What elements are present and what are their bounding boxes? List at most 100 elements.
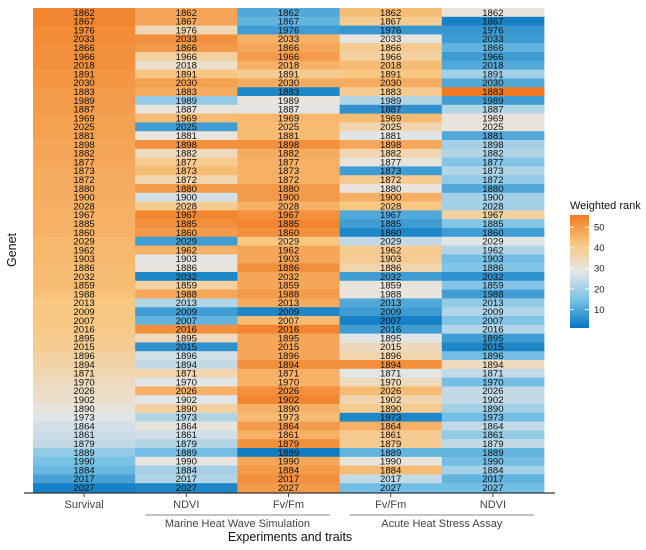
heatmap-cell bbox=[441, 192, 545, 202]
heatmap-cell bbox=[339, 60, 443, 70]
genet-label: 1871 bbox=[482, 369, 503, 380]
heatmap-cell bbox=[33, 351, 136, 361]
genet-label: 2017 bbox=[380, 474, 401, 485]
heatmap-cell bbox=[135, 210, 238, 220]
heatmap-cell bbox=[135, 122, 238, 132]
heatmap-cell bbox=[33, 228, 136, 238]
genet-label: 2026 bbox=[380, 386, 401, 397]
heatmap-cell bbox=[33, 78, 136, 88]
heatmap-cell bbox=[33, 69, 136, 79]
heatmap-cell bbox=[135, 148, 238, 158]
genet-label: 1860 bbox=[176, 228, 197, 239]
heatmap-cell bbox=[33, 210, 136, 220]
genet-label: 2016 bbox=[176, 325, 197, 336]
heatmap-cell bbox=[339, 368, 443, 378]
heatmap-cell bbox=[135, 448, 238, 458]
genet-label: 1881 bbox=[482, 131, 503, 142]
genet-label: 1966 bbox=[176, 52, 197, 63]
heatmap-cell bbox=[339, 175, 443, 185]
heatmap-cell bbox=[135, 34, 238, 44]
genet-label: 2007 bbox=[278, 316, 299, 327]
heatmap-cell bbox=[33, 280, 136, 290]
heatmap-cell bbox=[33, 148, 136, 158]
heatmap-cell bbox=[135, 175, 238, 185]
genet-label: 1883 bbox=[380, 87, 401, 98]
heatmap-cell bbox=[441, 342, 545, 352]
heatmap-cell bbox=[339, 210, 443, 220]
genet-label: 1903 bbox=[380, 254, 401, 265]
genet-label: 1976 bbox=[482, 25, 503, 36]
heatmap-cell bbox=[237, 52, 340, 62]
genet-label: 1903 bbox=[278, 254, 299, 265]
genet-label: 1879 bbox=[73, 439, 94, 450]
genet-label: 2027 bbox=[73, 483, 94, 494]
heatmap-cell bbox=[33, 52, 136, 62]
genet-label: 2027 bbox=[482, 483, 503, 494]
genet-label: 2033 bbox=[278, 34, 299, 45]
heatmap-cell bbox=[237, 386, 340, 396]
x-tick-label: Survival bbox=[65, 499, 104, 511]
genet-label: 2029 bbox=[482, 237, 503, 248]
heatmap-cell bbox=[33, 131, 136, 141]
heatmap-cell bbox=[135, 395, 238, 405]
heatmap-cell bbox=[135, 280, 238, 290]
heatmap-cells bbox=[33, 8, 545, 493]
genet-label: 1867 bbox=[73, 17, 94, 28]
genet-label: 1871 bbox=[380, 369, 401, 380]
genet-label: 1891 bbox=[482, 69, 503, 80]
genet-label: 1898 bbox=[278, 140, 299, 151]
genet-label: 2007 bbox=[482, 316, 503, 327]
heatmap-cell bbox=[237, 333, 340, 343]
genet-label: 1891 bbox=[380, 69, 401, 80]
heatmap-cell bbox=[441, 122, 545, 132]
genet-label: 1902 bbox=[73, 395, 94, 406]
heatmap-cell bbox=[441, 448, 545, 458]
heatmap-cell bbox=[135, 96, 238, 106]
heatmap-cell bbox=[33, 360, 136, 370]
heatmap-cell bbox=[135, 465, 238, 475]
genet-label: 1872 bbox=[176, 175, 197, 186]
genet-label: 2016 bbox=[482, 325, 503, 336]
legend-tick-label: 20 bbox=[594, 284, 605, 295]
heatmap-cell bbox=[441, 245, 545, 255]
heatmap-cell bbox=[135, 421, 238, 431]
genet-label: 1896 bbox=[482, 351, 503, 362]
heatmap-cell bbox=[339, 34, 443, 44]
heatmap-cell bbox=[339, 280, 443, 290]
heatmap-cell bbox=[135, 140, 238, 150]
heatmap-cell bbox=[441, 404, 545, 414]
heatmap-cell bbox=[339, 131, 443, 141]
genet-label: 1884 bbox=[73, 465, 95, 476]
genet-label: 1902 bbox=[380, 395, 401, 406]
heatmap-cell bbox=[33, 395, 136, 405]
heatmap-cell bbox=[135, 456, 238, 466]
heatmap-cell bbox=[33, 307, 136, 317]
heatmap-cell bbox=[237, 263, 340, 273]
genet-label: 2033 bbox=[176, 34, 197, 45]
genet-label: 1883 bbox=[482, 87, 503, 98]
genet-label: 1902 bbox=[176, 395, 197, 406]
heatmap-cell bbox=[33, 245, 136, 255]
legend-ticks: 10 20 30 40 50 bbox=[570, 223, 605, 316]
genet-label: 2018 bbox=[278, 61, 299, 72]
heatmap-cell bbox=[441, 272, 545, 282]
group-label: Acute Heat Stress Assay bbox=[381, 518, 503, 530]
heatmap-cell bbox=[135, 166, 238, 176]
genet-label: 1885 bbox=[482, 219, 503, 230]
heatmap-cell bbox=[441, 377, 545, 387]
genet-label: 1894 bbox=[380, 360, 402, 371]
genet-label: 1885 bbox=[73, 219, 94, 230]
genet-label: 1902 bbox=[278, 395, 299, 406]
genet-label: 1896 bbox=[73, 351, 94, 362]
genet-label: 1962 bbox=[176, 245, 197, 256]
group-label: Marine Heat Wave Simulation bbox=[165, 518, 310, 530]
heatmap-cell bbox=[135, 316, 238, 326]
heatmap-cell bbox=[33, 263, 136, 273]
heatmap-cell bbox=[339, 360, 443, 370]
heatmap-cell bbox=[339, 166, 443, 176]
heatmap-cell bbox=[135, 483, 238, 493]
heatmap-cell bbox=[339, 421, 443, 431]
genet-label: 2032 bbox=[380, 272, 401, 283]
genet-label: 1966 bbox=[380, 52, 401, 63]
genet-label: 2009 bbox=[176, 307, 197, 318]
